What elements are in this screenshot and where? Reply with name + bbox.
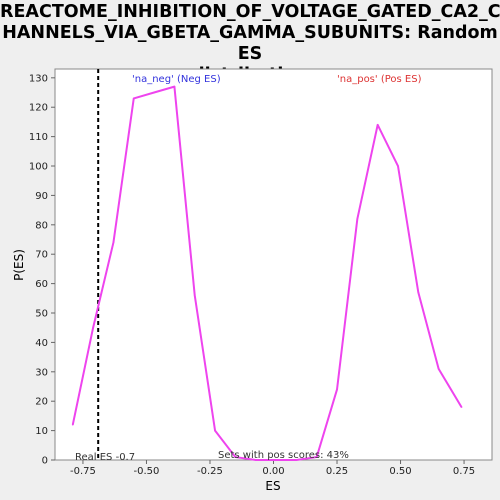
y-tick-label: 10 bbox=[35, 426, 48, 437]
data-point bbox=[336, 388, 338, 391]
data-point bbox=[112, 241, 115, 244]
y-tick-label: 0 bbox=[42, 456, 48, 467]
data-point bbox=[153, 91, 155, 94]
y-axis: 0 10 20 30 40 50 60 70 80 90 100 110 120 130 bbox=[29, 73, 55, 467]
es-distribution-line bbox=[71, 85, 463, 461]
data-point bbox=[315, 456, 318, 458]
data-point bbox=[417, 291, 420, 294]
pos-es-label: 'na_pos' (Pos ES) bbox=[337, 74, 422, 85]
data-point bbox=[132, 97, 135, 100]
y-tick-label: 20 bbox=[35, 397, 48, 408]
data-point bbox=[214, 429, 216, 432]
x-tick-label: -0.50 bbox=[134, 466, 160, 477]
x-tick-label: 0.25 bbox=[326, 466, 348, 477]
y-tick-label: 40 bbox=[35, 338, 48, 349]
data-point bbox=[356, 218, 359, 220]
real-es-label: Real ES -0.7 bbox=[75, 452, 135, 463]
data-point bbox=[173, 85, 176, 88]
data-point bbox=[254, 459, 257, 461]
y-tick-label: 110 bbox=[29, 132, 48, 143]
x-tick-label: 0.75 bbox=[453, 466, 475, 477]
y-tick-label: 100 bbox=[29, 162, 48, 173]
plot-background bbox=[54, 68, 493, 461]
x-tick-label: -0.75 bbox=[70, 466, 96, 477]
y-tick-label: 60 bbox=[35, 279, 48, 290]
data-point bbox=[295, 459, 298, 461]
data-point bbox=[460, 406, 463, 408]
data-point bbox=[71, 423, 74, 426]
data-point bbox=[376, 124, 379, 126]
y-tick-label: 70 bbox=[35, 250, 48, 261]
y-tick-label: 90 bbox=[35, 191, 48, 202]
data-point bbox=[437, 368, 440, 370]
y-tick-label: 130 bbox=[29, 73, 48, 84]
x-tick-label: 0.00 bbox=[262, 466, 284, 477]
x-tick-label: -0.25 bbox=[197, 466, 223, 477]
x-tick-label: 0.50 bbox=[389, 466, 411, 477]
y-tick-label: 80 bbox=[35, 220, 48, 231]
chart-title: REACTOME_INHIBITION_OF_VOLTAGE_GATED_CA2… bbox=[0, 2, 500, 85]
neg-es-label: 'na_neg' (Neg ES) bbox=[132, 74, 221, 85]
data-point bbox=[234, 456, 237, 458]
y-tick-label: 50 bbox=[35, 309, 48, 320]
y-tick-label: 30 bbox=[35, 367, 48, 378]
y-axis-label: P(ES) bbox=[12, 249, 26, 281]
sets-pos-label: Sets with pos scores: 43% bbox=[218, 450, 349, 461]
data-point bbox=[275, 459, 277, 461]
data-point bbox=[193, 294, 196, 297]
x-axis-label: ES bbox=[265, 479, 280, 493]
data-point bbox=[397, 165, 399, 167]
data-point bbox=[92, 326, 94, 329]
y-tick-label: 120 bbox=[29, 103, 48, 114]
x-axis: -0.75 -0.50 -0.25 0.00 0.25 0.50 0.75 bbox=[70, 460, 475, 477]
